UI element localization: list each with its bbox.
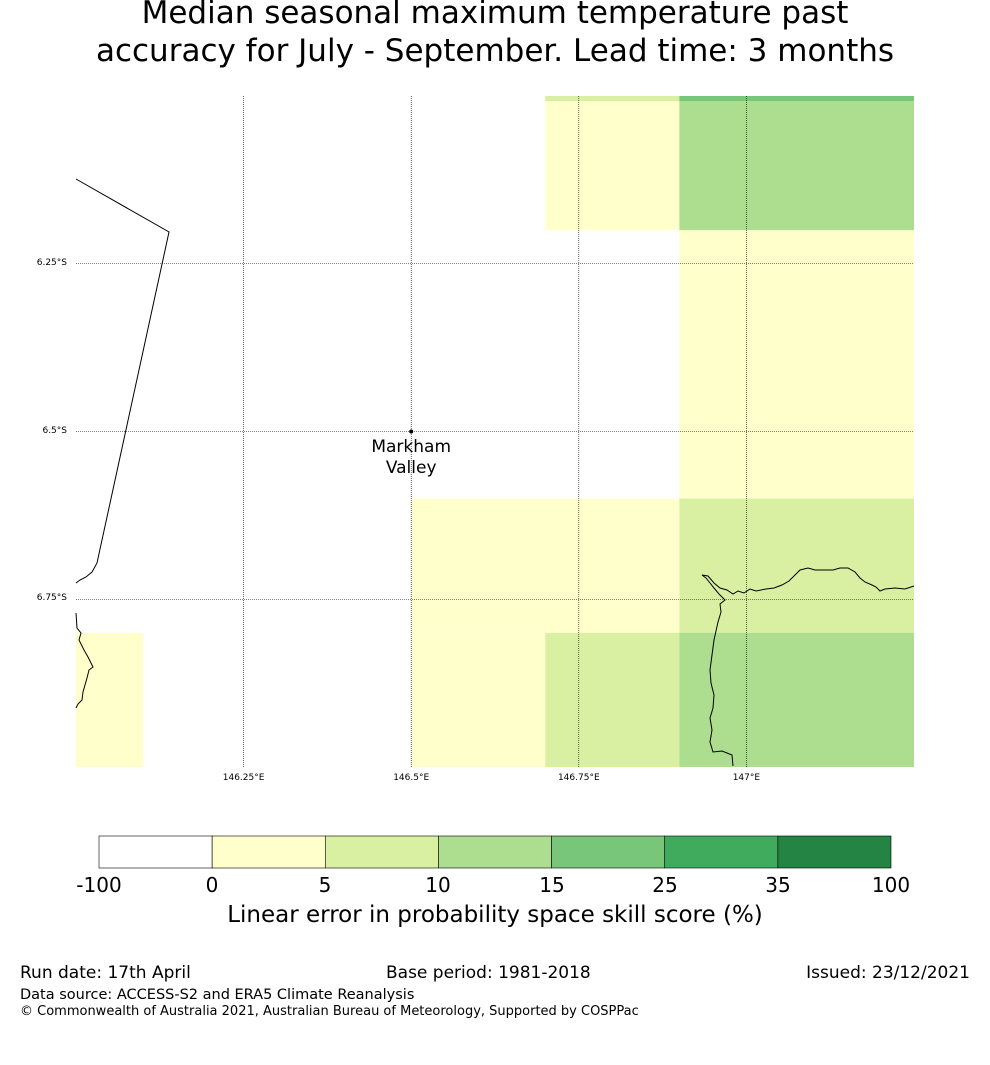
copyright: © Commonwealth of Australia 2021, Austra… — [20, 1004, 639, 1019]
skill-cell — [679, 632, 914, 767]
markham-valley-marker — [409, 429, 414, 434]
colorbar-segment — [777, 835, 892, 869]
skill-cell — [411, 632, 546, 767]
colorbar-segment — [324, 835, 439, 869]
lon-label-146-5e: 146.5°E — [393, 773, 430, 783]
colorbar-tick-label: 35 — [765, 873, 791, 897]
colorbar-segment — [664, 835, 779, 869]
skill-grid-cells — [76, 96, 914, 767]
place-label-markham-valley: Markham Valley — [351, 437, 471, 479]
base-period: Base period: 1981-2018 — [386, 963, 591, 983]
skill-cell-edge — [545, 96, 680, 101]
map-title: Median seasonal maximum temperature past… — [0, 0, 990, 70]
lat-label-6-75s: 6.75°S — [36, 593, 67, 604]
place-name-line-2: Valley — [385, 457, 437, 478]
skill-cell — [545, 96, 680, 231]
coastline — [75, 178, 915, 767]
coastline-west-north — [75, 178, 170, 584]
colorbar-tick-label: 25 — [652, 873, 678, 897]
coastline-west-south — [75, 612, 94, 709]
run-date: Run date: 17th April — [20, 963, 191, 983]
skill-cell-edge — [679, 96, 914, 101]
map-title-line-1: Median seasonal maximum temperature past — [141, 0, 849, 31]
colorbar-tick-label: 100 — [871, 873, 911, 897]
map-title-line-2: accuracy for July - September. Lead time… — [95, 33, 895, 69]
colorbar-tick-label: 15 — [539, 873, 565, 897]
data-source: Data source: ACCESS-S2 and ERA5 Climate … — [20, 987, 415, 1003]
colorbar-tick-label: -100 — [76, 873, 122, 897]
colorbar-tick-label: 5 — [318, 873, 332, 897]
lon-label-147e: 147°E — [732, 773, 761, 783]
lat-label-6-5s: 6.5°S — [42, 425, 67, 436]
colorbar-segment — [551, 835, 666, 869]
colorbar-tick-label: 0 — [205, 873, 219, 897]
colorbar-segment — [438, 835, 552, 869]
colorbar-tick-label: 10 — [425, 873, 451, 897]
skill-cell — [545, 632, 680, 767]
colorbar-segment — [211, 835, 326, 869]
skill-cell — [679, 96, 914, 231]
colorbar-label: Linear error in probability space skill … — [227, 902, 763, 928]
graticule — [76, 96, 914, 767]
place-dot — [409, 429, 414, 434]
lon-label-146-25e: 146.25°E — [222, 773, 265, 783]
issued-date: Issued: 23/12/2021 — [806, 963, 970, 983]
coastline-east — [701, 567, 915, 767]
skill-cell — [679, 230, 914, 499]
skill-cell — [679, 498, 914, 633]
skill-cell — [411, 498, 680, 633]
colorbar-segment — [98, 835, 213, 869]
lon-label-146-75e: 146.75°E — [557, 773, 600, 783]
colorbar — [98, 835, 892, 869]
place-name-line-1: Markham — [371, 436, 452, 457]
lat-label-6-25s: 6.25°S — [36, 257, 67, 268]
